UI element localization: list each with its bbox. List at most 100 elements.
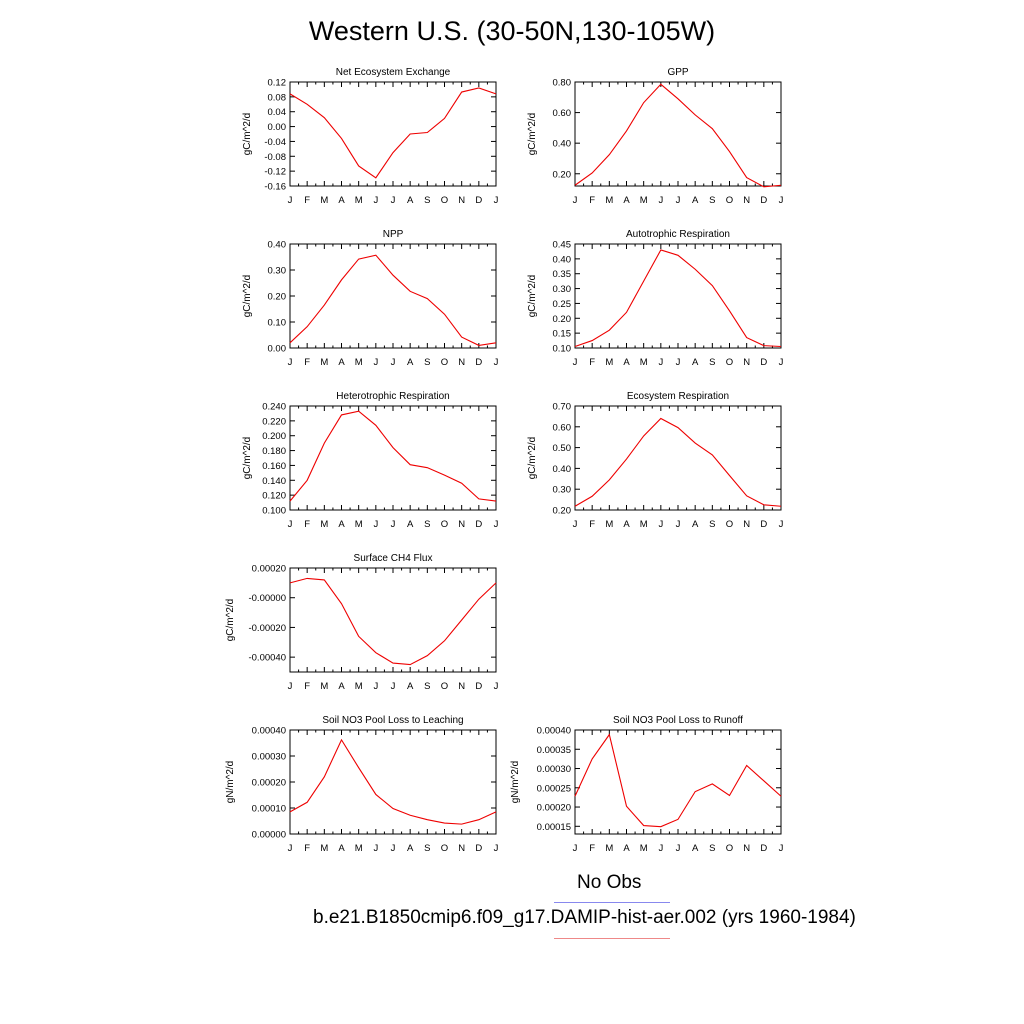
y-axis-label: gN/m^2/d — [510, 761, 521, 804]
x-tick-label: N — [458, 681, 465, 692]
x-tick-label: D — [760, 357, 767, 368]
x-tick-label: N — [743, 195, 750, 206]
y-tick-label: 0.220 — [262, 416, 286, 427]
x-tick-label: M — [355, 357, 363, 368]
x-tick-label: O — [441, 519, 448, 530]
y-tick-label: 0.70 — [553, 402, 572, 413]
x-tick-label: M — [320, 681, 328, 692]
y-tick-label: 0.00040 — [537, 726, 571, 737]
y-tick-label: 0.00035 — [537, 745, 571, 756]
y-tick-label: 0.10 — [268, 318, 287, 329]
x-tick-label: M — [640, 519, 648, 530]
x-tick-label: N — [743, 519, 750, 530]
x-tick-label: D — [475, 519, 482, 530]
x-tick-label: J — [373, 681, 378, 692]
y-tick-label: -0.00000 — [248, 593, 286, 604]
x-tick-label: A — [623, 357, 630, 368]
x-tick-label: O — [441, 195, 448, 206]
x-tick-label: A — [407, 195, 414, 206]
y-tick-label: 0.20 — [553, 506, 572, 517]
chart-panel-2: J F M A M J J A S O N D J0.400.300.200.100.00NPPgC/m… — [242, 229, 499, 368]
x-tick-label: A — [407, 681, 414, 692]
y-tick-label: 0.00020 — [252, 564, 286, 575]
legend-model-label: b.e21.B1850cmip6.f09_g17.DAMIP-hist-aer.… — [313, 907, 856, 928]
x-tick-label: J — [676, 519, 681, 530]
x-tick-label: M — [355, 843, 363, 854]
x-tick-label: J — [676, 357, 681, 368]
y-tick-label: 0.45 — [553, 240, 572, 251]
x-tick-label: F — [304, 843, 310, 854]
x-tick-label: M — [605, 357, 613, 368]
x-tick-label: J — [779, 519, 784, 530]
x-tick-label: O — [441, 681, 448, 692]
x-tick-label: J — [573, 843, 578, 854]
series-line — [289, 738, 497, 825]
x-tick-label: F — [589, 843, 595, 854]
x-tick-label: M — [355, 195, 363, 206]
plot-frame — [289, 81, 497, 187]
y-axis-label: gC/m^2/d — [527, 113, 538, 156]
chart-panel-5: J F M A M J J A S O N D J0.700.600.500.400.300.20Eco… — [527, 391, 784, 530]
y-axis-label: gC/m^2/d — [527, 437, 538, 480]
x-tick-label: N — [458, 519, 465, 530]
x-tick-label: J — [494, 843, 499, 854]
x-tick-label: A — [338, 519, 345, 530]
x-tick-label: A — [407, 357, 414, 368]
y-tick-label: 0.10 — [553, 344, 572, 355]
x-tick-label: F — [304, 357, 310, 368]
x-tick-label: D — [475, 843, 482, 854]
y-tick-label: -0.16 — [264, 182, 286, 193]
x-tick-label: O — [726, 357, 733, 368]
x-tick-label: O — [726, 843, 733, 854]
y-axis-label: gC/m^2/d — [242, 437, 253, 480]
x-tick-label: J — [288, 357, 293, 368]
chart-panel-8: J F M A M J J A S O N D J0.000400.000350.000300.0002… — [510, 715, 784, 854]
x-tick-label: A — [407, 519, 414, 530]
x-tick-label: A — [338, 843, 345, 854]
x-tick-label: J — [573, 357, 578, 368]
y-tick-label: 0.00015 — [537, 822, 571, 833]
x-tick-label: J — [391, 195, 396, 206]
x-tick-label: M — [605, 843, 613, 854]
x-tick-label: M — [640, 843, 648, 854]
x-tick-label: J — [373, 195, 378, 206]
y-tick-label: 0.00 — [268, 344, 287, 355]
x-tick-label: N — [743, 357, 750, 368]
series-line — [289, 577, 497, 666]
x-tick-label: J — [373, 357, 378, 368]
panel-title: Surface CH4 Flux — [354, 553, 433, 564]
y-tick-label: 0.12 — [268, 78, 287, 89]
x-tick-label: M — [605, 519, 613, 530]
x-tick-label: A — [623, 519, 630, 530]
y-tick-label: 0.25 — [553, 299, 572, 310]
legend-obs-label: No Obs — [577, 872, 642, 893]
x-tick-label: O — [726, 195, 733, 206]
panel-title: Soil NO3 Pool Loss to Leaching — [322, 715, 463, 726]
y-tick-label: 0.160 — [262, 461, 286, 472]
y-tick-label: 0.30 — [268, 266, 287, 277]
x-tick-label: N — [458, 357, 465, 368]
panel-title: GPP — [667, 67, 688, 78]
y-tick-label: 0.00030 — [252, 752, 286, 763]
panel-title: Heterotrophic Respiration — [336, 391, 449, 402]
x-tick-label: J — [391, 519, 396, 530]
x-tick-label: A — [692, 195, 699, 206]
x-tick-label: N — [458, 843, 465, 854]
y-tick-label: 0.00020 — [537, 803, 571, 814]
y-tick-label: 0.04 — [268, 107, 287, 118]
x-tick-label: S — [709, 519, 715, 530]
x-tick-label: A — [338, 681, 345, 692]
chart-panel-0: J F M A M J J A S O N D J0.120.080.040.00-0.04-0.08-… — [242, 67, 499, 206]
x-tick-label: M — [320, 519, 328, 530]
x-tick-label: F — [304, 195, 310, 206]
x-tick-label: D — [475, 681, 482, 692]
y-tick-label: 0.30 — [553, 485, 572, 496]
y-tick-label: 0.30 — [553, 284, 572, 295]
x-tick-label: J — [373, 843, 378, 854]
y-tick-label: -0.04 — [264, 137, 286, 148]
series-line — [289, 254, 497, 346]
y-tick-label: -0.08 — [264, 152, 286, 163]
x-tick-label: M — [605, 195, 613, 206]
x-tick-label: J — [658, 195, 663, 206]
x-tick-label: J — [494, 357, 499, 368]
